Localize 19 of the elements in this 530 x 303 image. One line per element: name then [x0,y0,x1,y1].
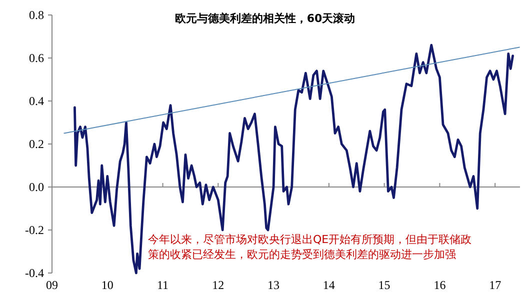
x-tick-label: 14 [322,278,335,292]
x-tick-label: 11 [156,278,169,292]
y-tick-label: 0.8 [29,8,44,22]
y-tick-label: -0.2 [25,223,44,237]
y-tick-label: -0.4 [25,266,44,280]
x-tick-label: 10 [101,278,114,292]
x-tick-label: 15 [378,278,390,292]
y-tick-label: 0.4 [29,94,44,108]
chart-title: 欧元与德美利差的相关性，60天滚动 [174,12,356,25]
x-tick-label: 09 [46,278,58,292]
x-tick-label: 16 [434,278,446,292]
annotation: 今年以来，尽管市场对欧央行退出QE开始有所预期，但由于联储政策的收紧已经发生，欧元的走势受到德美利差的驱动进一步加强 [148,232,473,262]
y-tick-label: 0.2 [29,137,44,151]
y-tick-label: 0.6 [29,51,44,65]
line-series [74,44,514,274]
x-tick-label: 13 [268,278,280,292]
x-tick-label: 17 [489,278,502,292]
y-tick-label: 0.0 [29,180,44,194]
x-tick-label: 12 [212,278,224,292]
